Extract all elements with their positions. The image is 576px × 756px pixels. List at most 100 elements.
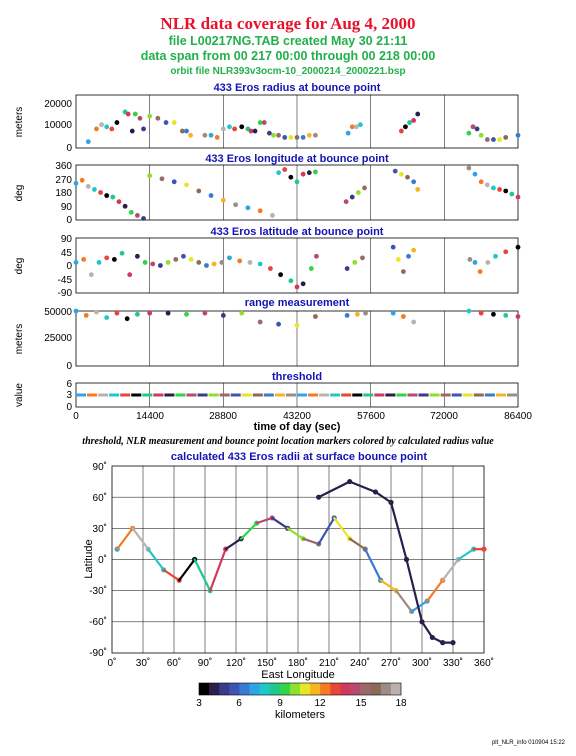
colorbar-tick: 3	[196, 698, 202, 709]
panel-range-point	[104, 315, 110, 320]
panel-longitude-point	[171, 179, 177, 185]
panel-range-point	[114, 310, 120, 316]
map-track-segment	[348, 537, 367, 551]
panel-longitude-tick-3: 90	[61, 202, 73, 213]
panel-longitude-point	[300, 171, 306, 177]
panel-radius-point	[208, 132, 214, 138]
panel-radius-point	[94, 126, 99, 132]
panel-latitude-point	[314, 253, 319, 259]
map-track-segment	[395, 589, 413, 613]
panel-radius-point	[266, 130, 272, 136]
panel-longitude-point	[478, 179, 484, 185]
panel-radius-point	[306, 132, 312, 138]
map-ylabel: Latitude	[83, 539, 95, 578]
panel-latitude-ylabel: deg	[14, 258, 25, 275]
map-xtick: 90˚	[198, 657, 212, 669]
panel-latitude-point	[96, 260, 102, 265]
panel-range: range measurement 50000 25000 0 meters	[14, 297, 521, 372]
panel-longitude-point	[85, 183, 91, 189]
colorbar-frame	[198, 682, 402, 696]
panel-radius-point	[282, 135, 288, 140]
panel-range-point	[276, 321, 281, 327]
colorbar-tick: 18	[395, 698, 407, 709]
panel-longitude-point	[208, 193, 214, 198]
panel-latitude-point	[472, 260, 478, 265]
panel-longitude-point	[147, 173, 153, 179]
panel-latitude-point	[73, 260, 79, 265]
map-ytick: 30˚	[93, 523, 107, 535]
panel-longitude-point	[141, 216, 146, 221]
panel-range-point	[239, 310, 245, 316]
panel-radius-point	[313, 132, 318, 138]
panel-range-point	[94, 309, 99, 315]
panel-range-tick-2: 0	[66, 361, 72, 372]
panel-radius-point	[137, 115, 143, 121]
panel-range-point	[83, 313, 89, 318]
time-tick: 0	[73, 411, 79, 422]
map-xtick: 210˚	[319, 657, 339, 669]
panel-latitude-point	[401, 269, 406, 275]
panel-longitude-point	[104, 193, 110, 198]
panel-range-point	[257, 319, 263, 325]
map-ytick: 90˚	[93, 461, 107, 473]
panel-range-point	[491, 311, 496, 317]
panel-latitude-point	[81, 256, 87, 262]
map-track-segment	[131, 527, 150, 551]
panel-latitude-point	[485, 260, 491, 265]
panel-latitude-tick-3: -45	[58, 275, 73, 286]
panel-radius-point	[248, 128, 254, 134]
colorbar-swatch	[219, 683, 230, 695]
time-tick: 57600	[357, 411, 385, 422]
panel-radius-point	[109, 126, 115, 132]
map-track-segment	[193, 558, 212, 592]
orbit-line: orbit file NLR393v3ocm-10_2000214_200022…	[170, 66, 405, 77]
map-track-segment	[240, 522, 258, 540]
colorbar-tick: 15	[355, 698, 367, 709]
panel-radius-title: 433 Eros radius at bounce point	[214, 82, 381, 94]
panel-longitude-ylabel: deg	[14, 185, 25, 202]
panel-range-point	[73, 308, 79, 314]
map-track-segment	[147, 548, 165, 571]
panel-longitude-point	[257, 208, 263, 214]
panel-latitude-tick-1: 45	[61, 248, 73, 259]
panel-longitude-point	[343, 199, 349, 205]
colorbar-swatch	[300, 683, 311, 695]
map-track-segment	[431, 636, 444, 644]
map-track-segment	[374, 490, 393, 504]
panel-threshold-tick-1: 3	[66, 390, 72, 401]
panel-range-tick-1: 25000	[44, 333, 72, 344]
panel-latitude-point	[111, 256, 117, 262]
panel-latitude-point	[204, 263, 209, 268]
map-xtick: 330˚	[443, 657, 463, 669]
panel-threshold-tick-0: 6	[66, 379, 72, 390]
panel-radius-point	[214, 135, 220, 140]
colorbar-swatch	[199, 683, 210, 695]
colorbar-swatch	[259, 683, 270, 695]
colorbar: 3 6 9 12 15 18 kilometers	[196, 682, 407, 721]
panel-longitude-point	[196, 188, 202, 194]
map-xtick: 150˚	[257, 657, 277, 669]
panel-range-point	[411, 319, 417, 325]
panel-radius-point	[478, 132, 484, 138]
panel-latitude-point	[288, 278, 294, 284]
map-track-segment	[457, 548, 475, 561]
panel-radius-point	[515, 132, 521, 138]
panel-radius-point	[345, 130, 351, 136]
panel-latitude-point	[237, 258, 243, 264]
panel-longitude-point	[92, 187, 97, 192]
caption: threshold, NLR measurement and bounce po…	[82, 436, 494, 447]
map-title: calculated 433 Eros radii at surface bou…	[171, 451, 427, 463]
panel-radius-point	[403, 124, 408, 130]
colorbar-swatch	[370, 683, 382, 695]
panel-longitude-point	[306, 170, 312, 176]
panel-longitude-point	[98, 190, 103, 195]
panel-radius-point	[349, 124, 355, 130]
panel-radius-point	[257, 120, 263, 125]
panel-latitude-point	[181, 253, 186, 259]
panel-longitude-point	[349, 194, 355, 200]
panel-longitude-point	[288, 174, 294, 180]
panel-range-point	[390, 310, 396, 316]
map-track-segment	[405, 558, 424, 623]
map-xtick: 240˚	[350, 657, 370, 669]
colorbar-swatch	[269, 683, 281, 695]
